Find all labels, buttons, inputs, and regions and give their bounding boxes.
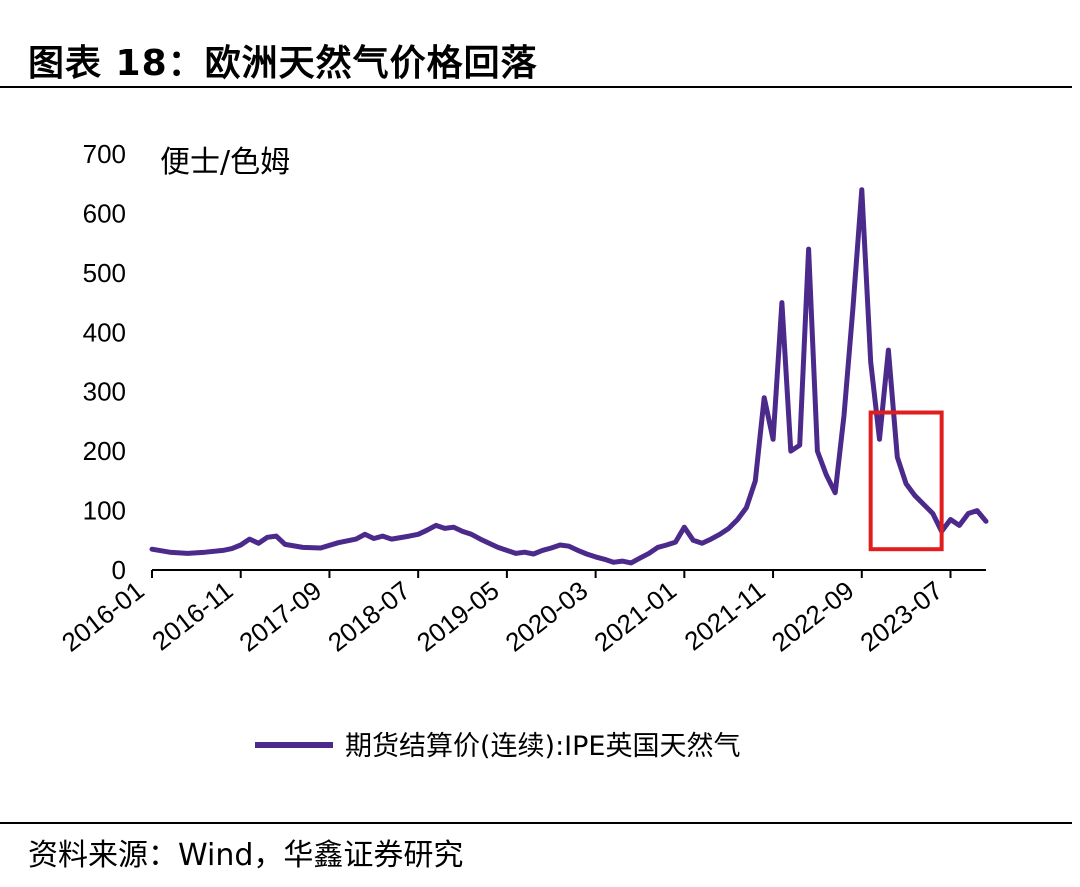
source-divider xyxy=(0,822,1072,824)
y-tick-label: 100 xyxy=(83,496,126,526)
series-line-ipe-uk-natural-gas xyxy=(149,187,989,566)
x-tick-label: 2017-09 xyxy=(233,575,327,657)
source-note: 资料来源：Wind，华鑫证券研究 xyxy=(28,838,464,873)
figure-title: 图表 18：欧洲天然气价格回落 xyxy=(28,43,538,84)
title-divider xyxy=(0,86,1072,88)
highlight-box xyxy=(868,410,944,552)
x-tick-label: 2023-07 xyxy=(855,575,949,657)
x-tick-label: 2016-11 xyxy=(146,575,238,656)
x-tick-label: 2018-07 xyxy=(322,575,416,657)
y-axis: 0 100 200 300 400 500 600 700 xyxy=(83,139,126,585)
plot-area xyxy=(149,187,989,566)
x-tick-label: 2020-03 xyxy=(500,575,594,657)
y-axis-unit-label: 便士/色姆 xyxy=(160,145,290,180)
y-tick-label: 400 xyxy=(83,317,126,347)
x-tick-label: 2021-01 xyxy=(588,575,682,657)
y-tick-label: 500 xyxy=(83,258,126,288)
legend: 期货结算价(连续):IPE英国天然气 xyxy=(255,731,740,762)
y-tick-label: 300 xyxy=(83,377,126,407)
x-tick-label: 2022-09 xyxy=(766,575,860,657)
x-tick-label: 2016-01 xyxy=(56,575,150,657)
x-tick-label: 2021-11 xyxy=(679,575,771,656)
x-axis: 2016-012016-112017-092018-072019-052020-… xyxy=(56,569,986,657)
x-tick-label: 2019-05 xyxy=(411,575,505,657)
legend-label: 期货结算价(连续):IPE英国天然气 xyxy=(345,731,740,762)
y-tick-label: 700 xyxy=(83,139,126,169)
y-tick-label: 200 xyxy=(83,436,126,466)
y-tick-label: 0 xyxy=(112,555,126,585)
y-tick-label: 600 xyxy=(83,198,126,228)
